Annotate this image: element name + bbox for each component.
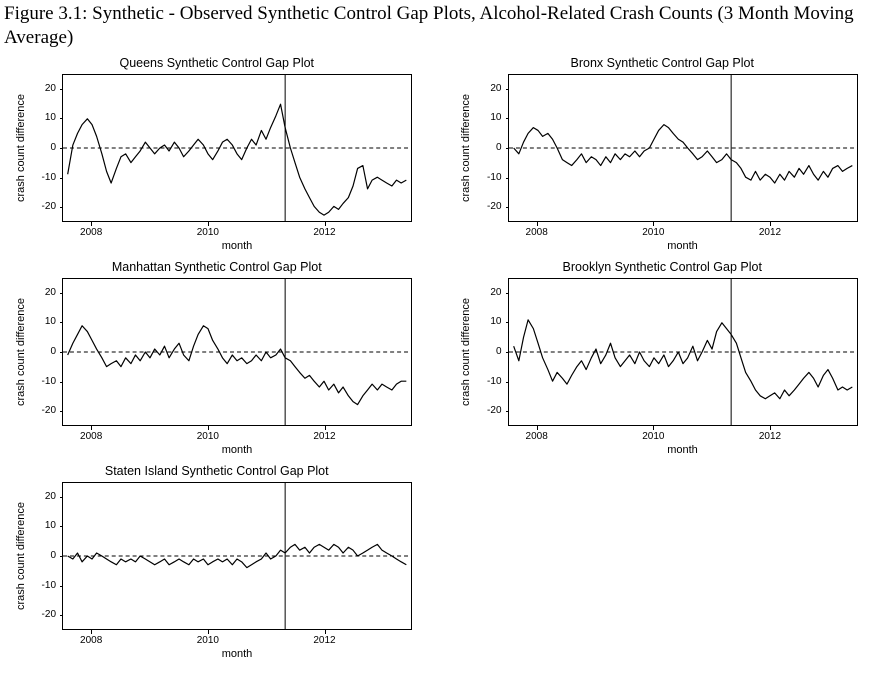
plot-area	[62, 74, 412, 222]
y-tick-label: 0	[50, 551, 56, 561]
y-tick-label: -10	[42, 581, 56, 591]
y-tick-label: 20	[45, 288, 56, 298]
x-tick-label: 2010	[642, 432, 664, 442]
x-tick-mark	[325, 222, 326, 226]
plot-area	[62, 278, 412, 426]
y-tick-label: 0	[50, 347, 56, 357]
x-tick-label: 2008	[526, 432, 548, 442]
plot-area	[508, 74, 858, 222]
x-ticks: 2008 2010 2012	[62, 222, 412, 240]
figure-caption: Figure 3.1: Synthetic - Observed Synthet…	[4, 2, 864, 50]
y-tick-label: 20	[490, 84, 501, 94]
panel-title: Manhattan Synthetic Control Gap Plot	[0, 260, 434, 274]
y-tick-label: -10	[42, 377, 56, 387]
y-ticks: -20 -10 0 10 20	[476, 278, 506, 426]
x-tick-label: 2012	[759, 432, 781, 442]
y-axis-label: crash count difference	[460, 74, 474, 222]
x-ticks: 2008 2010 2012	[508, 426, 858, 444]
x-tick-label: 2012	[759, 228, 781, 238]
panel-title: Queens Synthetic Control Gap Plot	[0, 56, 434, 70]
y-tick-label: 10	[490, 113, 501, 123]
panel-title: Brooklyn Synthetic Control Gap Plot	[446, 260, 879, 274]
panel-queens: Queens Synthetic Control Gap Plot crash c…	[0, 56, 434, 256]
y-ticks: -20 -10 0 10 20	[30, 482, 60, 630]
y-tick-label: -20	[42, 202, 56, 212]
panel-manhattan: Manhattan Synthetic Control Gap Plot cras…	[0, 260, 434, 460]
x-tick-label: 2008	[526, 228, 548, 238]
series-line	[68, 326, 407, 405]
x-axis-label: month	[62, 240, 412, 252]
y-tick-label: -20	[42, 610, 56, 620]
y-tick-label: -10	[487, 173, 501, 183]
x-tick-mark	[91, 426, 92, 430]
y-tick-label: -10	[487, 377, 501, 387]
y-tick-label: 20	[490, 288, 501, 298]
y-ticks: -20 -10 0 10 20	[30, 278, 60, 426]
panel-brooklyn: Brooklyn Synthetic Control Gap Plot crash…	[446, 260, 879, 460]
y-axis-label: crash count difference	[14, 74, 28, 222]
x-tick-mark	[770, 426, 771, 430]
y-axis-label: crash count difference	[14, 482, 28, 630]
y-tick-label: 0	[496, 143, 502, 153]
panel-staten: Staten Island Synthetic Control Gap Plot…	[0, 464, 434, 664]
x-tick-mark	[208, 426, 209, 430]
x-tick-mark	[325, 426, 326, 430]
x-tick-mark	[537, 222, 538, 226]
y-tick-label: 10	[45, 317, 56, 327]
x-tick-label: 2010	[642, 228, 664, 238]
x-axis-label: month	[508, 240, 858, 252]
y-tick-label: -20	[487, 202, 501, 212]
y-axis-label: crash count difference	[460, 278, 474, 426]
y-tick-label: 10	[45, 521, 56, 531]
y-ticks: -20 -10 0 10 20	[30, 74, 60, 222]
panel-bronx: Bronx Synthetic Control Gap Plot crash co…	[446, 56, 879, 256]
y-tick-label: 0	[50, 143, 56, 153]
panel-title: Staten Island Synthetic Control Gap Plot	[0, 464, 434, 478]
x-tick-label: 2012	[313, 636, 335, 646]
series-line	[513, 320, 852, 399]
x-tick-mark	[208, 222, 209, 226]
series-line	[68, 104, 407, 215]
x-axis-label: month	[508, 444, 858, 456]
x-tick-mark	[537, 426, 538, 430]
x-tick-label: 2010	[197, 636, 219, 646]
x-tick-mark	[208, 630, 209, 634]
series-line	[513, 125, 852, 183]
panel-title: Bronx Synthetic Control Gap Plot	[446, 56, 879, 70]
x-tick-mark	[91, 630, 92, 634]
x-tick-label: 2010	[197, 432, 219, 442]
x-ticks: 2008 2010 2012	[62, 630, 412, 648]
x-tick-label: 2012	[313, 432, 335, 442]
y-tick-label: 10	[490, 317, 501, 327]
x-tick-label: 2012	[313, 228, 335, 238]
x-ticks: 2008 2010 2012	[62, 426, 412, 444]
x-tick-label: 2008	[80, 636, 102, 646]
x-ticks: 2008 2010 2012	[508, 222, 858, 240]
x-tick-mark	[653, 222, 654, 226]
x-axis-label: month	[62, 444, 412, 456]
y-tick-label: -20	[487, 406, 501, 416]
y-tick-label: 10	[45, 113, 56, 123]
y-tick-label: -20	[42, 406, 56, 416]
y-axis-label: crash count difference	[14, 278, 28, 426]
plot-area	[508, 278, 858, 426]
x-tick-mark	[325, 630, 326, 634]
x-tick-mark	[653, 426, 654, 430]
x-tick-mark	[770, 222, 771, 226]
x-tick-label: 2008	[80, 432, 102, 442]
y-ticks: -20 -10 0 10 20	[476, 74, 506, 222]
panel-grid: Queens Synthetic Control Gap Plot crash c…	[0, 56, 879, 676]
x-tick-mark	[91, 222, 92, 226]
y-tick-label: 20	[45, 492, 56, 502]
x-axis-label: month	[62, 648, 412, 660]
y-tick-label: -10	[42, 173, 56, 183]
x-tick-label: 2010	[197, 228, 219, 238]
x-tick-label: 2008	[80, 228, 102, 238]
y-tick-label: 0	[496, 347, 502, 357]
y-tick-label: 20	[45, 84, 56, 94]
plot-area	[62, 482, 412, 630]
